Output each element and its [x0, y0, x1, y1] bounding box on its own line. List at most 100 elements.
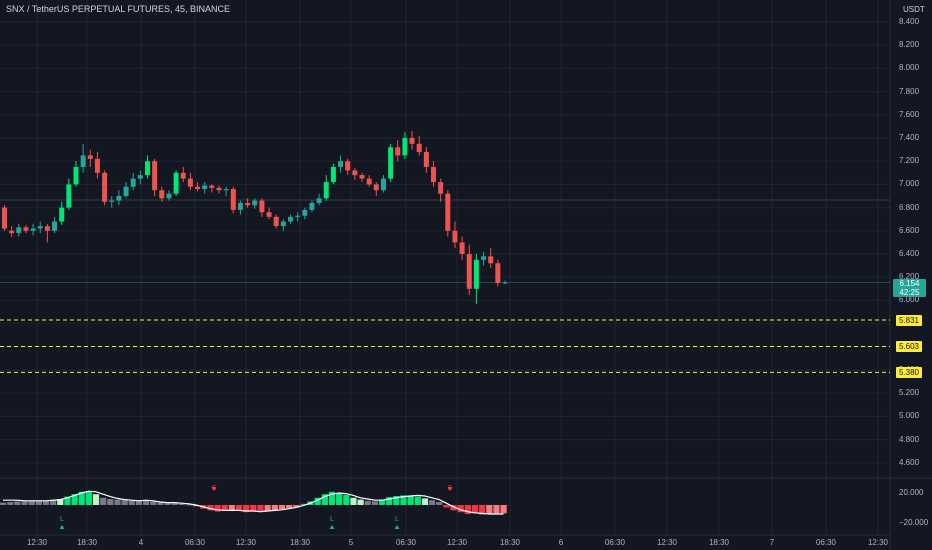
histogram-bar: [157, 502, 164, 505]
price-axis-label: 6.000: [899, 295, 920, 305]
histogram-bar: [378, 499, 386, 505]
candle-body: [259, 200, 265, 213]
histogram-bar: [343, 494, 350, 505]
candle-body: [273, 216, 279, 227]
histogram-bar: [421, 498, 429, 505]
signal-line: [3, 490, 504, 515]
candle-body: [130, 178, 136, 187]
histogram-bar: [100, 497, 107, 505]
candle-body: [166, 193, 172, 199]
candle-body: [431, 167, 436, 183]
time-axis-label: 06:30: [604, 538, 626, 547]
candle-body: [216, 187, 222, 191]
candle-body: [409, 138, 415, 144]
histogram-bar: [436, 502, 443, 505]
histogram-bar: [150, 501, 157, 505]
candle-body: [323, 182, 329, 199]
histogram-bar: [407, 495, 414, 505]
candle-body: [488, 256, 494, 264]
histogram-bar: [135, 500, 143, 505]
histogram-bar: [271, 505, 278, 511]
symbol-title[interactable]: SNX / TetherUS PERPETUAL FUTURES, 45, BI…: [6, 4, 231, 14]
long-signal-label: L: [60, 516, 64, 523]
price-axis-label: 6.800: [899, 202, 920, 212]
histogram-bar: [264, 505, 271, 511]
candle-body: [316, 198, 322, 203]
candle-body: [2, 207, 7, 229]
candle-body: [309, 202, 315, 210]
candle-body: [195, 186, 201, 190]
histogram-bar: [243, 505, 250, 513]
histogram-bar: [386, 497, 393, 505]
price-axis-label: 7.800: [899, 86, 920, 96]
candle-body: [52, 221, 58, 231]
histogram-bar: [0, 502, 7, 505]
histogram-bar: [221, 505, 228, 511]
time-axis-label: 12:30: [235, 538, 257, 547]
candle-body: [452, 230, 458, 243]
price-axis-label: 8.200: [899, 40, 920, 50]
histogram-bar: [493, 505, 500, 514]
time-axis-label: 12:30: [656, 538, 678, 547]
histogram-bar: [114, 499, 121, 505]
indicator-axis-label: 20.000: [899, 488, 924, 497]
candle-body: [159, 190, 165, 199]
histogram-bar: [286, 505, 293, 508]
price-axis-label: 4.800: [899, 434, 920, 444]
currency-label: USDT: [903, 5, 925, 14]
candle-body: [388, 147, 394, 179]
histogram-bar: [250, 505, 257, 512]
candle-body: [223, 189, 229, 191]
histogram-bar: [471, 505, 479, 514]
histogram-bar: [293, 505, 300, 507]
candle-body: [338, 161, 344, 167]
candle-body: [94, 158, 100, 173]
candle-body: [395, 147, 401, 156]
level-price-tag: 5.831: [896, 314, 922, 326]
short-arrow-icon: [211, 487, 217, 491]
current-price-value: 6.154: [899, 279, 920, 288]
candle-body: [173, 172, 179, 194]
time-axis-label: 18:30: [708, 538, 730, 547]
histogram-bar: [479, 505, 486, 515]
level-price-tag: 5.603: [896, 340, 922, 352]
candle-body: [145, 161, 150, 176]
candle-body: [152, 161, 158, 191]
candle-body: [73, 167, 79, 185]
histogram-bar: [321, 494, 328, 505]
histogram-bar: [300, 503, 307, 505]
time-axis-label: 4: [138, 538, 144, 547]
histogram-bar: [78, 491, 85, 505]
histogram-bar: [50, 500, 57, 505]
candle-body: [37, 226, 43, 229]
candle-body: [209, 185, 215, 188]
histogram-bar: [235, 505, 243, 511]
candle-body: [59, 207, 65, 222]
candle-body: [180, 172, 186, 179]
price-axis-label: 7.000: [899, 179, 920, 189]
price-axis-label: 7.600: [899, 109, 920, 119]
candle-body: [123, 186, 129, 196]
histogram-bar: [35, 500, 42, 505]
time-axis-label: 18:30: [76, 538, 98, 547]
time-axis-label: 7: [769, 538, 775, 547]
histogram-bar: [328, 491, 336, 505]
candle-body: [102, 172, 108, 202]
histogram-bar: [278, 505, 286, 510]
histogram-bar: [486, 505, 493, 514]
histogram-bar: [500, 505, 507, 514]
histogram-bar: [128, 500, 135, 505]
histogram-bar: [121, 500, 128, 505]
candle-body: [137, 175, 143, 179]
candle-body: [23, 227, 29, 231]
candle-body: [245, 202, 251, 206]
bar-countdown: 42:25: [899, 288, 920, 297]
histogram-bar: [429, 500, 436, 505]
time-axis-label: 06:30: [395, 538, 417, 547]
indicator-axis-label: −20.000: [899, 518, 929, 527]
histogram-bar: [371, 501, 378, 505]
candle-body: [502, 282, 508, 284]
time-axis-label: 12:30: [446, 538, 468, 547]
histogram-bar: [164, 503, 171, 505]
